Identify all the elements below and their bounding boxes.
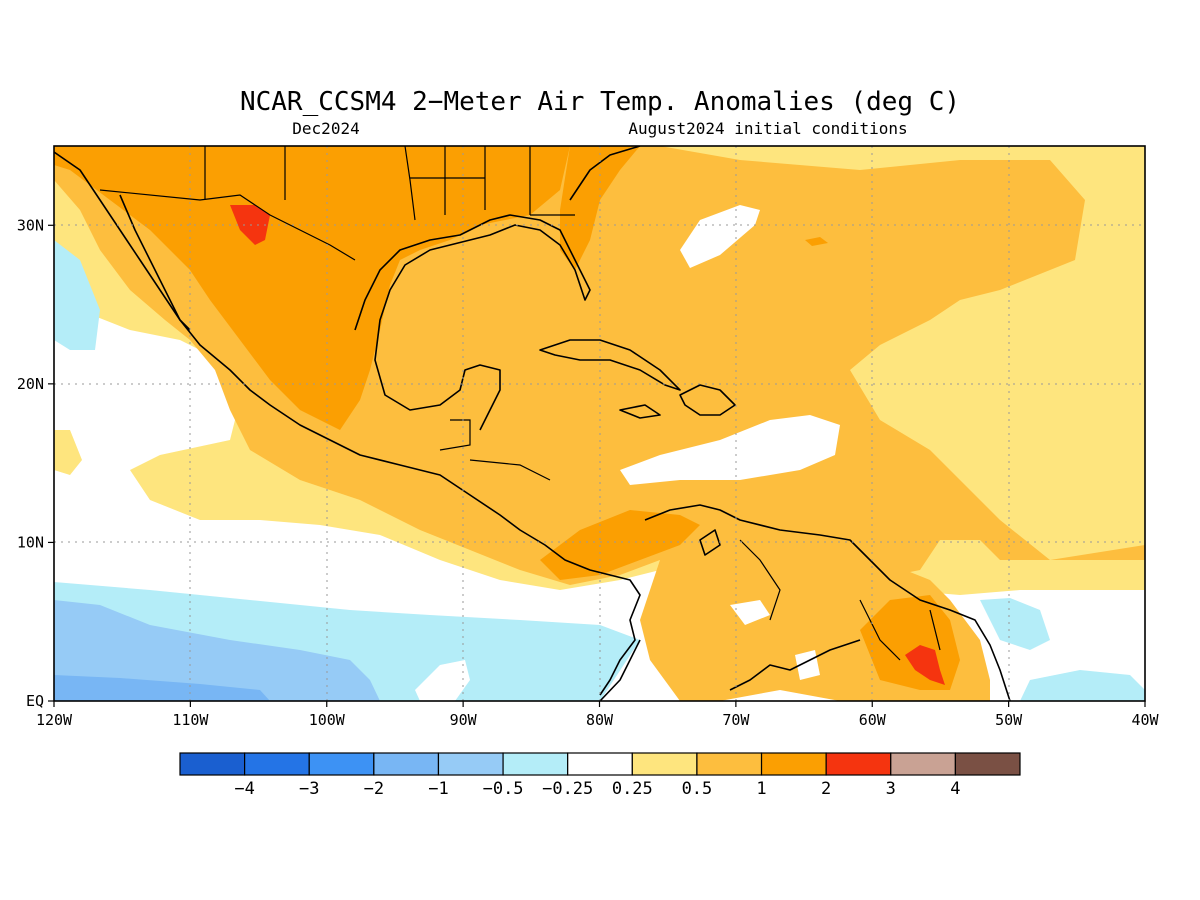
anomaly-patch-central-america-orange xyxy=(540,510,700,580)
colorbar-swatch xyxy=(308,752,375,776)
colorbar-swatch xyxy=(825,752,892,776)
lat-tick-label: 10N xyxy=(17,533,44,551)
colorbar-legend: −4 −3 −2 −1 −0.5 −0.25 0.25 0.5 1 2 3 4 xyxy=(179,752,1021,799)
lon-tick-label: 60W xyxy=(859,711,887,729)
anomaly-patch-atlantic-white xyxy=(680,205,760,268)
anomaly-patch-east-coast-yellow xyxy=(54,430,82,475)
colorbar-swatch xyxy=(760,752,827,776)
lon-tick-label: 70W xyxy=(722,711,750,729)
country-borders xyxy=(99,146,941,661)
lon-tick-label: 40W xyxy=(1131,711,1159,729)
map-axes: 120W 110W 100W 90W 80W 70W 60W 50W 40W EQ 10N 20N 30… xyxy=(17,216,1160,729)
map-plot-area xyxy=(54,146,1145,701)
colorbar-label: −1 xyxy=(428,779,448,799)
colorbar-label: −4 xyxy=(234,779,254,799)
colorbar-label: −0.5 xyxy=(483,779,524,799)
graticule xyxy=(54,146,1145,701)
colorbar-swatch xyxy=(696,752,763,776)
colorbar-swatch xyxy=(502,752,569,776)
colorbar-label: 0.25 xyxy=(612,779,653,799)
lon-tick-label: 50W xyxy=(995,711,1023,729)
colorbar-swatch xyxy=(179,752,246,776)
colorbar-swatch xyxy=(437,752,504,776)
colorbar-label: 4 xyxy=(950,779,960,799)
lat-tick-label: 30N xyxy=(17,216,44,234)
colorbar-label: 2 xyxy=(821,779,831,799)
colorbar-label: −3 xyxy=(299,779,319,799)
colorbar-label: 1 xyxy=(756,779,766,799)
anomaly-band-1-2 xyxy=(54,146,570,430)
colorbar-swatch xyxy=(890,752,956,776)
colorbar-label: −2 xyxy=(364,779,384,799)
colorbar-label: −0.25 xyxy=(542,779,593,799)
colorbar-swatch xyxy=(567,752,633,776)
lon-tick-label: 120W xyxy=(36,711,73,729)
colorbar-swatch xyxy=(244,752,310,776)
lon-tick-label: 90W xyxy=(450,711,478,729)
anomaly-patch-pacific-northwest-cyan xyxy=(54,240,100,350)
lon-tick-label: 110W xyxy=(172,711,209,729)
anomaly-patch-caribbean-white xyxy=(620,415,840,485)
lat-tick-label: 20N xyxy=(17,375,44,393)
colorbar-swatch xyxy=(954,752,1021,776)
colorbar-label: 0.5 xyxy=(682,779,713,799)
anomaly-patch-colombia-white xyxy=(730,600,770,625)
anomaly-patch-gulf-coast-orange xyxy=(560,146,640,270)
anomaly-band-neg1-neg2 xyxy=(54,675,270,701)
colorbar-label: 3 xyxy=(886,779,896,799)
colorbar-swatch xyxy=(373,752,440,776)
anomaly-patch-pacific-white-gap xyxy=(415,660,470,701)
anomaly-patch-atlantic-equatorial-cyan xyxy=(980,598,1050,650)
lat-tick-label: EQ xyxy=(26,692,44,710)
anomaly-patch-guiana-red xyxy=(905,645,945,685)
anomaly-patch-atlantic-orange xyxy=(805,237,828,246)
map-title: NCAR_CCSM4 2−Meter Air Temp. Anomalies (… xyxy=(240,87,960,117)
coastlines xyxy=(54,146,1011,701)
lon-tick-label: 100W xyxy=(309,711,346,729)
anomaly-patch-equator-east-cyan xyxy=(1020,670,1145,701)
anomaly-band-neg0.5-neg1 xyxy=(54,600,380,701)
lon-tick-label: 80W xyxy=(586,711,614,729)
colorbar-swatch xyxy=(631,752,698,776)
map-subtitle-period: Dec2024 xyxy=(292,119,359,138)
map-subtitle-initial-conditions: August2024 initial conditions xyxy=(628,119,907,138)
